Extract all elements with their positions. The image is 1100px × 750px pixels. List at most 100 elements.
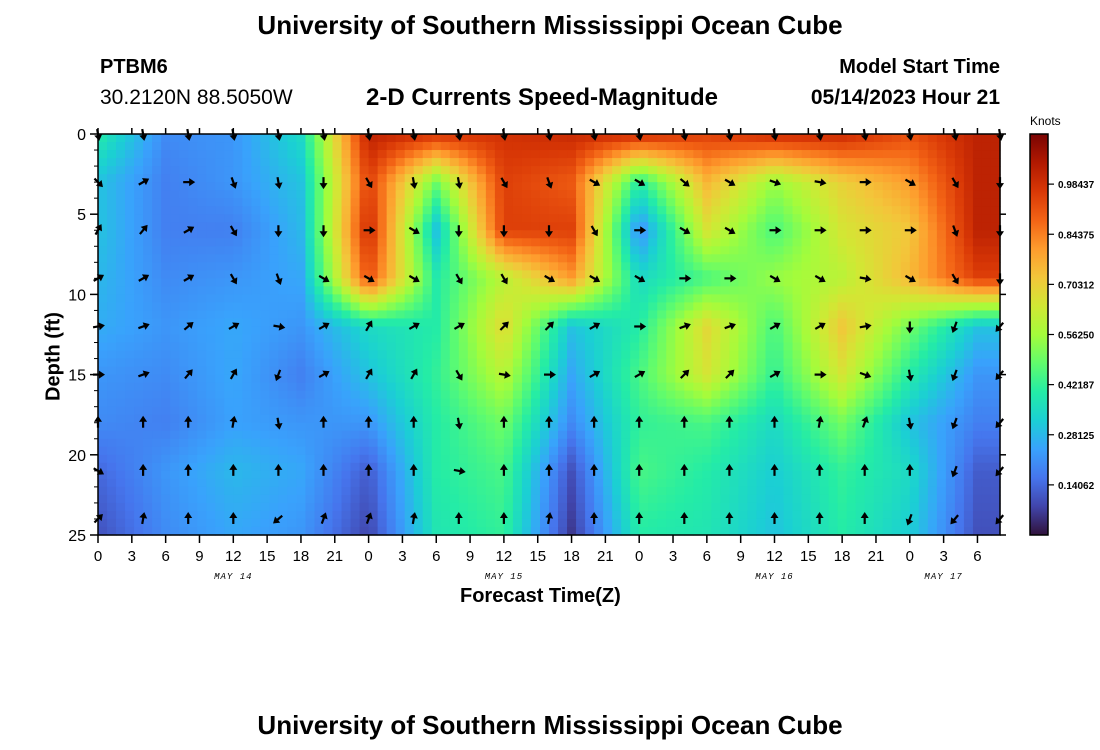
heat-cell <box>855 262 866 271</box>
heat-cell <box>530 270 541 279</box>
heat-cell <box>305 518 316 528</box>
heat-cell <box>603 206 613 215</box>
heat-cell <box>233 174 243 183</box>
heat-cell <box>819 238 830 247</box>
heat-cell <box>558 478 568 488</box>
heat-cell <box>702 142 712 151</box>
heat-cell <box>855 166 866 175</box>
heat-cell <box>666 190 676 199</box>
heat-cell <box>891 326 902 336</box>
heat-cell <box>873 470 884 480</box>
heat-cell <box>594 142 604 151</box>
heat-cell <box>314 254 325 263</box>
heat-cell <box>206 206 216 215</box>
heat-cell <box>963 134 974 143</box>
heat-cell <box>161 158 171 167</box>
heat-cell <box>990 366 1001 376</box>
heat-cell <box>990 190 1001 199</box>
heat-cell <box>143 470 153 480</box>
heat-cell <box>287 286 298 295</box>
heat-cell <box>990 390 1001 400</box>
heat-cell <box>621 494 631 504</box>
heat-cell <box>512 190 523 199</box>
heat-cell <box>648 318 658 328</box>
heat-cell <box>521 326 532 336</box>
heat-cell <box>332 430 343 440</box>
heat-cell <box>206 478 216 488</box>
heat-cell <box>873 214 884 223</box>
heat-cell <box>260 294 270 304</box>
heat-cell <box>215 166 225 175</box>
heat-cell <box>107 294 117 304</box>
heat-cell <box>891 222 902 231</box>
heat-cell <box>567 246 577 255</box>
heat-cell <box>485 462 496 472</box>
heat-cell <box>819 382 830 392</box>
heat-cell <box>729 374 740 384</box>
heat-cell <box>404 462 415 472</box>
heat-cell <box>152 182 162 191</box>
heat-cell <box>278 334 289 344</box>
heat-cell <box>386 182 397 191</box>
heat-cell <box>747 454 758 464</box>
heat-cell <box>440 358 451 368</box>
heat-cell <box>855 390 866 400</box>
heat-cell <box>666 454 676 464</box>
heat-cell <box>873 190 884 199</box>
heat-cell <box>909 254 920 263</box>
heat-cell <box>440 198 451 207</box>
heat-cell <box>503 526 514 536</box>
heat-cell <box>684 166 694 175</box>
heat-cell <box>963 278 974 287</box>
heat-cell <box>152 422 162 432</box>
heat-cell <box>567 390 577 400</box>
heat-cell <box>567 406 577 416</box>
heat-cell <box>666 278 676 287</box>
heat-cell <box>305 134 316 143</box>
heat-cell <box>783 486 794 496</box>
heat-cell <box>530 478 541 488</box>
heat-cell <box>359 134 370 143</box>
heat-cell <box>927 262 938 271</box>
heat-cell <box>386 326 397 336</box>
heat-cell <box>485 166 496 175</box>
heat-cell <box>143 310 153 320</box>
heat-cell <box>792 494 803 504</box>
heat-cell <box>972 262 983 271</box>
heat-cell <box>377 294 388 304</box>
heat-cell <box>179 214 189 223</box>
heat-cell <box>990 206 1001 215</box>
heat-cell <box>359 382 370 392</box>
heat-cell <box>314 430 325 440</box>
heat-cell <box>828 270 839 279</box>
heat-cell <box>666 294 676 304</box>
heat-cell <box>116 406 126 416</box>
heat-cell <box>693 446 703 456</box>
heat-cell <box>711 270 721 279</box>
heat-cell <box>765 230 776 239</box>
heat-cell <box>657 382 667 392</box>
heat-cell <box>747 278 758 287</box>
heat-cell <box>431 462 442 472</box>
heat-cell <box>278 342 289 352</box>
heat-cell <box>449 246 460 255</box>
heat-cell <box>864 182 875 191</box>
heat-cell <box>269 206 279 215</box>
heat-cell <box>296 206 307 215</box>
heat-cell <box>170 278 180 287</box>
heat-cell <box>585 134 595 143</box>
heat-cell <box>206 246 216 255</box>
heat-cell <box>359 294 370 304</box>
heat-cell <box>837 358 848 368</box>
heat-cell <box>512 438 523 448</box>
heat-cell <box>756 254 767 263</box>
heat-cell <box>981 198 992 207</box>
heat-cell <box>395 334 406 344</box>
heat-cell <box>350 510 361 520</box>
heat-cell <box>233 454 243 464</box>
heat-cell <box>170 342 180 352</box>
heat-cell <box>756 142 767 151</box>
heat-cell <box>278 134 289 143</box>
heat-cell <box>927 158 938 167</box>
heat-cell <box>612 142 622 151</box>
